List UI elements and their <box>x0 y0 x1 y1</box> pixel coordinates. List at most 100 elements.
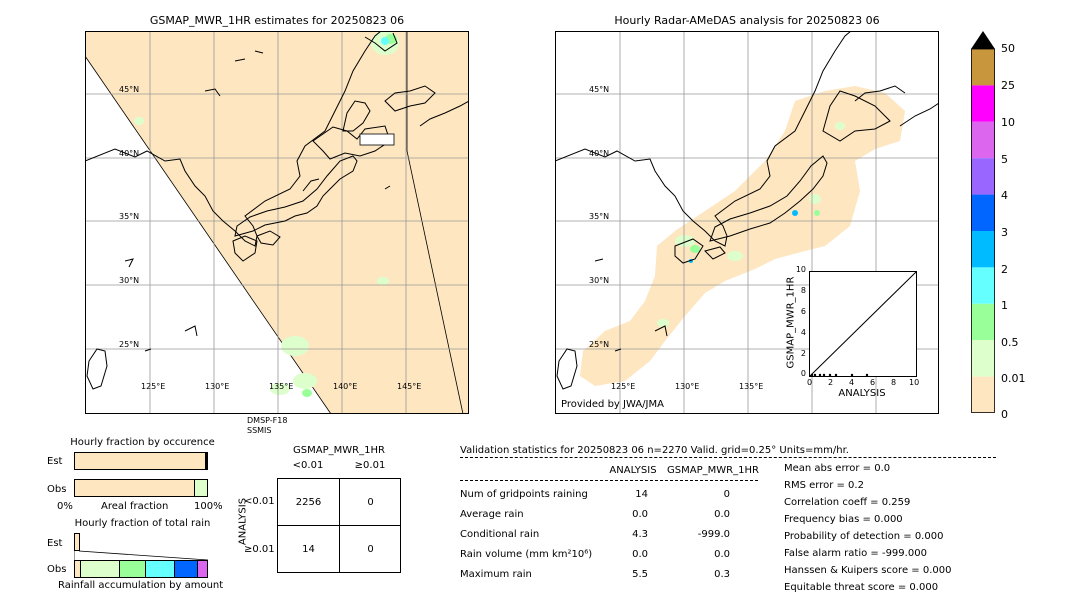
satellite-note: DMSP-F18 SSMIS <box>247 416 287 436</box>
occurrence-title: Hourly fraction by occurence <box>70 437 215 448</box>
data-credit: Provided by JWA/JMA <box>561 399 664 410</box>
left-map: 45°N 40°N 35°N 30°N 25°N 125°E 130°E 135… <box>85 31 469 414</box>
colorbar-outline <box>971 48 995 413</box>
lat-label: 40°N <box>589 149 609 158</box>
col-gsmap: GSMAP_MWR_1HR <box>667 465 759 476</box>
colorbar-label: 2 <box>1001 263 1008 276</box>
stat-label: Num of gridpoints raining <box>460 489 588 500</box>
occurrence-axis-mid: Areal fraction <box>101 501 169 512</box>
scatter-plot <box>809 271 917 377</box>
lon-label: 135°E <box>739 382 763 391</box>
contingency-cell: 0 <box>367 496 374 508</box>
stat-label: Rain volume (mm km²10⁶) <box>460 549 593 560</box>
radar-coverage <box>580 86 905 386</box>
contingency-row-ge: ≥0.01 <box>244 544 275 555</box>
occurrence-obs-bar <box>74 479 208 497</box>
scatter-x-ticks: 0 2 4 6 8 10 <box>805 378 921 388</box>
coastlines <box>85 31 469 390</box>
col-analysis: ANALYSIS <box>609 465 657 476</box>
sensor-name: SSMIS <box>247 426 272 435</box>
lat-label: 35°N <box>589 212 609 221</box>
left-map-title: GSMAP_MWR_1HR estimates for 20250823 06 <box>149 14 405 27</box>
occurrence-est-bar <box>74 452 208 470</box>
y-tick: 4 <box>800 328 806 337</box>
stat-label: Conditional rain <box>460 529 540 540</box>
lat-label: 40°N <box>119 149 139 158</box>
scatter-y-ticks: 10 8 6 4 2 0 <box>778 265 808 381</box>
total-rain-est-bar <box>74 533 80 551</box>
lon-label: 130°E <box>675 382 699 391</box>
total-rain-est-label: Est <box>47 538 63 549</box>
score-line: Correlation coeff = 0.259 <box>784 497 911 508</box>
colorbar-segment <box>971 376 995 413</box>
lon-label: 125°E <box>141 382 165 391</box>
colorbar-label: 5 <box>1001 153 1008 166</box>
colorbar-label: 10 <box>1001 116 1015 129</box>
lon-label: 135°E <box>269 382 293 391</box>
stat-gsmap: 0.3 <box>714 569 730 580</box>
occurrence-axis-left: 0% <box>57 501 73 512</box>
lon-label: 130°E <box>205 382 229 391</box>
score-line: Probability of detection = 0.000 <box>784 531 944 542</box>
colorbar-segment <box>971 303 995 341</box>
lat-label: 45°N <box>589 85 609 94</box>
contingency-cell: 0 <box>367 543 374 555</box>
x-tick: 2 <box>828 378 834 387</box>
stat-analysis: 0.0 <box>632 509 648 520</box>
y-tick: 10 <box>795 265 806 274</box>
satellite-name: DMSP-F18 <box>247 416 288 425</box>
colorbar-label: 50 <box>1001 42 1015 55</box>
validation-col-rule <box>460 480 758 481</box>
total-rain-obs-label: Obs <box>47 564 67 575</box>
colorbar-segment <box>971 231 995 268</box>
colorbar-segment <box>971 267 995 304</box>
validation-header-rule <box>460 457 996 458</box>
colorbar-segment <box>971 194 995 231</box>
stat-analysis: 0.0 <box>632 549 648 560</box>
colorbar-extend-triangle <box>971 31 995 49</box>
colorbar-segment <box>971 121 995 159</box>
colorbar-label: 0.5 <box>1001 336 1019 349</box>
total-rain-obs-bar <box>74 560 208 578</box>
contingency-col-ge: ≥0.01 <box>354 460 386 471</box>
colorbar-label: 0.01 <box>1001 372 1026 385</box>
left-map-grid <box>85 31 469 414</box>
contingency-title: GSMAP_MWR_1HR <box>293 445 385 456</box>
contingency-row-lt: <0.01 <box>244 496 275 507</box>
y-tick: 8 <box>800 286 806 295</box>
total-rain-footer: Rainfall accumulation by amount <box>58 580 224 591</box>
coastlines <box>555 31 939 390</box>
colorbar-svg <box>971 31 995 413</box>
x-tick: 4 <box>849 378 855 387</box>
stat-analysis: 5.5 <box>632 569 648 580</box>
right-map-title: Hourly Radar-AMeDAS analysis for 2025082… <box>614 14 880 27</box>
stat-gsmap: 0.0 <box>714 509 730 520</box>
contingency-col-lt: <0.01 <box>292 460 324 471</box>
lat-label: 25°N <box>119 340 139 349</box>
lat-label: 25°N <box>589 340 609 349</box>
score-line: Equitable threat score = 0.000 <box>784 582 939 593</box>
score-line: False alarm ratio = -999.000 <box>784 548 927 559</box>
score-line: RMS error = 0.2 <box>784 480 864 491</box>
occurrence-est-label: Est <box>47 456 63 467</box>
x-tick: 10 <box>909 378 920 387</box>
stat-analysis: 14 <box>635 489 648 500</box>
lon-label: 140°E <box>333 382 357 391</box>
colorbar-label: 0 <box>1001 408 1008 421</box>
lat-label: 35°N <box>119 212 139 221</box>
one-to-one-line <box>810 272 916 376</box>
total-rain-title: Hourly fraction of total rain <box>74 518 211 529</box>
contingency-cell: 14 <box>302 543 315 555</box>
x-tick: 0 <box>807 378 813 387</box>
stat-gsmap: 0 <box>723 489 730 500</box>
scatter-y-label: GSMAP_MWR_1HR <box>785 276 797 369</box>
score-line: Mean abs error = 0.0 <box>784 463 891 474</box>
colorbar-label: 3 <box>1001 226 1008 239</box>
colorbar-label: 25 <box>1001 79 1015 92</box>
y-tick: 0 <box>800 369 806 378</box>
score-line: Hanssen & Kuipers score = 0.000 <box>784 565 952 576</box>
lat-label: 30°N <box>119 276 139 285</box>
stat-gsmap: 0.0 <box>714 549 730 560</box>
stat-analysis: 4.3 <box>632 529 648 540</box>
colorbar-label: 4 <box>1001 189 1008 202</box>
